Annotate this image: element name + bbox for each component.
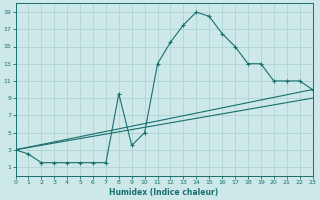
X-axis label: Humidex (Indice chaleur): Humidex (Indice chaleur) (109, 188, 219, 197)
